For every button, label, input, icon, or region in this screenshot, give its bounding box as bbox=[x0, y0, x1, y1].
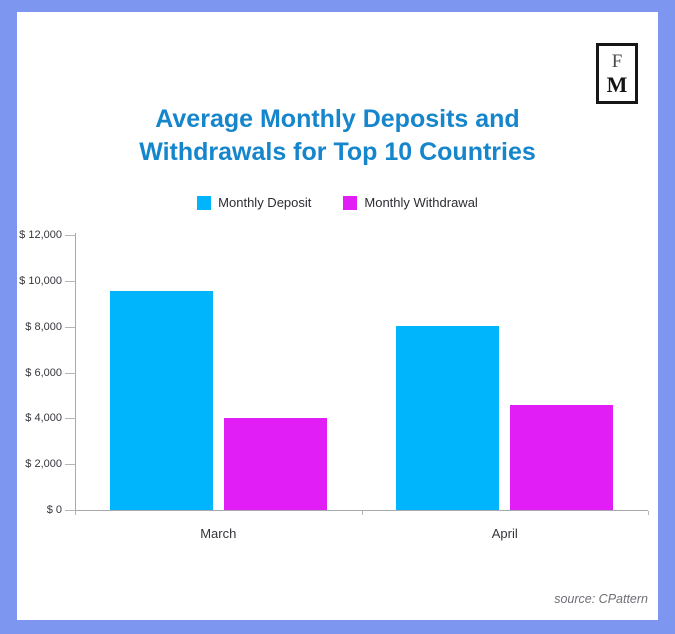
y-tick-label: $ 8,000 bbox=[25, 320, 62, 333]
y-tick-mark bbox=[65, 235, 75, 236]
bar-monthly-deposit-march bbox=[109, 291, 213, 510]
y-tick-mark bbox=[65, 418, 75, 420]
y-tick-label: $ 12,000 bbox=[19, 229, 62, 241]
chart-title-line2: Withdrawals for Top 10 Countries bbox=[139, 138, 536, 166]
x-axis-line bbox=[75, 510, 648, 511]
y-tick-label: $ 2,000 bbox=[25, 458, 62, 471]
y-tick-mark bbox=[65, 464, 75, 466]
y-axis-line bbox=[75, 233, 76, 510]
legend-swatch-monthly-deposit bbox=[197, 195, 212, 210]
source-credit: source: CPattern bbox=[554, 592, 648, 606]
fm-logo: F M bbox=[596, 43, 638, 104]
y-tick-mark bbox=[65, 326, 75, 328]
category-label-march: March bbox=[200, 526, 237, 541]
y-tick-mark bbox=[65, 372, 75, 374]
logo-letter-f: F bbox=[611, 50, 623, 72]
legend-item-monthly-withdrawal: Monthly Withdrawal bbox=[343, 195, 478, 210]
y-tick-label: $ 6,000 bbox=[25, 366, 62, 379]
y-tick-mark bbox=[65, 510, 75, 511]
y-tick-label: $ 10,000 bbox=[19, 274, 62, 287]
y-tick-mark bbox=[65, 280, 75, 282]
bar-monthly-withdrawal-march bbox=[223, 418, 327, 510]
chart-card: F M Average Monthly Deposits and Withdra… bbox=[17, 12, 658, 620]
bar-monthly-deposit-april bbox=[396, 325, 500, 510]
bar-monthly-withdrawal-april bbox=[510, 404, 614, 510]
chart-title-line1: Average Monthly Deposits and bbox=[155, 105, 520, 133]
chart-title: Average Monthly Deposits and Withdrawals… bbox=[17, 103, 658, 169]
legend-item-monthly-deposit: Monthly Deposit bbox=[197, 195, 311, 210]
x-tick-mark bbox=[361, 511, 363, 515]
x-tick-mark bbox=[75, 511, 76, 515]
legend-label-monthly-withdrawal: Monthly Withdrawal bbox=[364, 195, 478, 210]
legend: Monthly Deposit Monthly Withdrawal bbox=[17, 195, 658, 210]
y-tick-label: $ 0 bbox=[46, 504, 62, 516]
legend-swatch-monthly-withdrawal bbox=[343, 195, 358, 210]
category-label-april: April bbox=[491, 526, 518, 541]
y-tick-label: $ 4,000 bbox=[25, 412, 62, 425]
legend-label-monthly-deposit: Monthly Deposit bbox=[218, 195, 312, 210]
logo-letter-m: M bbox=[606, 71, 628, 97]
x-tick-mark bbox=[648, 511, 649, 515]
bar-chart-plot: $ 0 $ 2,000 $ 4,000 $ 6,000 $ 8,000 $ 10,000 $… bbox=[17, 12, 658, 620]
